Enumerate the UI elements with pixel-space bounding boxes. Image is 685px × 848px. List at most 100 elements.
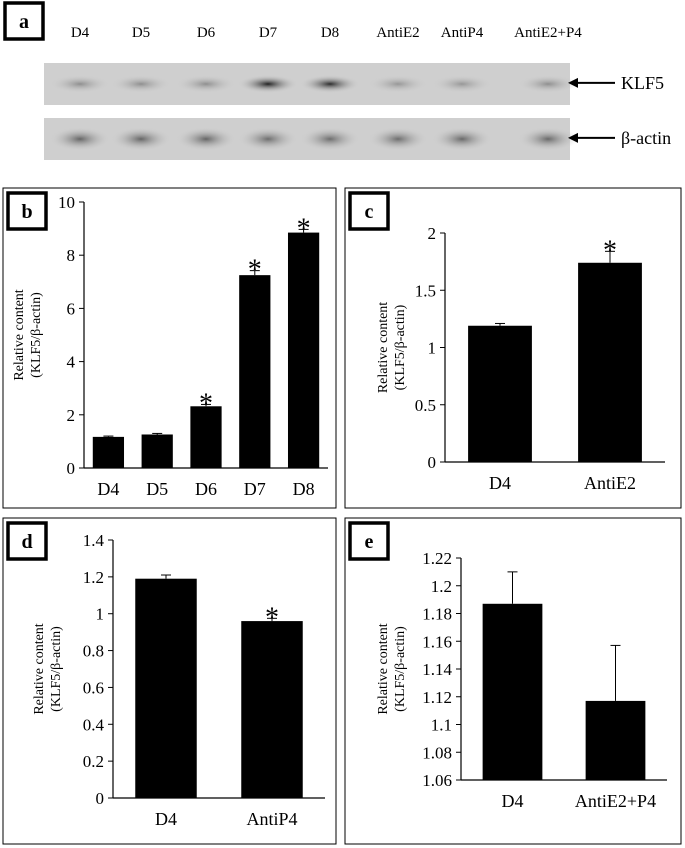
y-tick-label: 1.16: [422, 632, 452, 651]
y-axis-label-line1: Relative content: [376, 623, 391, 714]
panel-e-label-box: [348, 521, 390, 561]
x-tick-label: AntiE2: [584, 473, 636, 493]
lane-label: D5: [132, 25, 150, 41]
blot-band: [518, 127, 578, 151]
y-axis-label-line2: (KLF5/β-actin): [393, 626, 408, 712]
panel-frame: [344, 187, 682, 509]
blot-band: [300, 127, 360, 151]
y-tick-label: 0.8: [83, 642, 104, 661]
significance-marker: *: [297, 213, 311, 244]
blot-band: [432, 75, 492, 93]
significance-marker: *: [603, 235, 617, 266]
blot-band: [50, 127, 110, 151]
bar: [141, 434, 173, 468]
y-tick-label: 1.06: [422, 771, 452, 790]
bar: [241, 621, 303, 798]
bar: [239, 275, 271, 468]
blot-band: [300, 75, 360, 93]
lane-label: D4: [71, 25, 90, 41]
y-tick-label: 8: [67, 246, 76, 265]
y-tick-label: 1.18: [422, 605, 452, 624]
y-axis-label: Relative content (KLF5/β-actin): [376, 302, 408, 393]
band-label: KLF5: [621, 73, 664, 93]
lane-label: AntiE2+P4: [514, 25, 582, 41]
bar: [92, 436, 125, 468]
y-tick-label: 2: [428, 224, 437, 243]
blot-band: [518, 75, 578, 93]
chart-c: 0 0.5 1 1.5 2 Relative content (KLF5/β-actin) D…: [376, 224, 665, 493]
y-tick-label: 1.22: [422, 549, 452, 568]
y-tick-label: 0.2: [83, 752, 104, 771]
x-tick-label: D7: [244, 479, 266, 499]
y-tick-label: 1.12: [422, 688, 452, 707]
blot-band: [368, 75, 428, 93]
bar: [190, 406, 222, 468]
panel-a-label: a: [19, 11, 29, 33]
y-axis-label-line2: (KLF5/β-actin): [393, 304, 408, 390]
y-tick-label: 1.14: [422, 660, 452, 679]
blot-band: [432, 127, 492, 151]
chart-e: 1.06 1.08 1.1 1.12 1.14 1.16 1.18 1.2 1.22 Relati…: [376, 549, 667, 811]
blot-band: [238, 75, 298, 93]
y-tick-label: 4: [67, 353, 76, 372]
panel-d-label: d: [21, 531, 32, 553]
panel-frame: [344, 517, 682, 845]
bar: [135, 578, 197, 798]
lane-label: AntiE2: [376, 25, 419, 41]
x-tick-label: D6: [195, 479, 217, 499]
y-axis-label-line1: Relative content: [12, 289, 27, 380]
y-tick-label: 0: [96, 789, 105, 808]
x-tick-label: D8: [293, 479, 315, 499]
y-axis-label: Relative content (KLF5/β-actin): [376, 623, 408, 714]
x-tick-label: D4: [97, 479, 119, 499]
band-label: β-actin: [621, 128, 671, 148]
lane-label: D6: [197, 25, 216, 41]
panel-d-label-box: [6, 521, 48, 561]
blot-band: [111, 75, 171, 93]
y-tick-label: 6: [67, 299, 76, 318]
lane-label: AntiP4: [441, 25, 484, 41]
y-tick-label: 10: [58, 193, 75, 212]
x-tick-label: D4: [155, 809, 177, 829]
y-axis-label-line2: (KLF5/β-actin): [29, 292, 44, 378]
panel-frame: [2, 187, 337, 509]
y-axis-label-line2: (KLF5/β-actin): [49, 626, 64, 712]
y-axis-label-line1: Relative content: [376, 302, 391, 393]
panel-c-label-box: [348, 191, 390, 231]
y-tick-label: 0.5: [415, 396, 436, 415]
y-tick-label: 1: [428, 339, 437, 358]
y-tick-label: 0: [67, 459, 76, 478]
x-tick-label: AntiP4: [246, 809, 297, 829]
panel-b-label: b: [21, 201, 32, 223]
bar: [468, 325, 532, 462]
blot-strip-actin: [44, 118, 578, 160]
significance-marker: *: [265, 602, 279, 633]
y-tick-label: 0.6: [83, 678, 104, 697]
x-tick-label: AntiE2+P4: [575, 791, 656, 811]
band-arrow-head: [568, 77, 578, 88]
y-tick-label: 0.4: [83, 715, 105, 734]
chart-d: 0 0.2 0.4 0.6 0.8 1 1.2 1.4 Relative content (KLF…: [32, 531, 325, 829]
blot-band: [50, 75, 110, 93]
chart-b: 0 2 4 6 8 10 Relative content (KLF5/β-actin) D4 D…: [12, 193, 328, 499]
y-axis-label: Relative content (KLF5/β-actin): [12, 289, 44, 380]
blot-band: [176, 127, 236, 151]
panel-frame: [2, 517, 337, 845]
y-tick-label: 1.2: [431, 577, 452, 596]
panel-b-label-box: [6, 191, 48, 231]
lane-label: D8: [321, 25, 339, 41]
bar: [287, 232, 320, 468]
bar: [585, 700, 646, 780]
y-tick-label: 1.4: [83, 531, 105, 550]
y-tick-label: 1.08: [422, 743, 452, 762]
x-tick-label: D4: [502, 791, 524, 811]
y-tick-label: 1.1: [431, 716, 452, 735]
y-tick-label: 1: [96, 605, 105, 624]
y-axis-label-line1: Relative content: [32, 623, 47, 714]
y-tick-label: 1.2: [83, 568, 104, 587]
significance-marker: *: [199, 388, 213, 419]
x-tick-label: D4: [489, 473, 511, 493]
panel-a-label-box: [3, 1, 45, 41]
lane-label: D7: [259, 25, 278, 41]
y-tick-label: 0: [428, 453, 437, 472]
